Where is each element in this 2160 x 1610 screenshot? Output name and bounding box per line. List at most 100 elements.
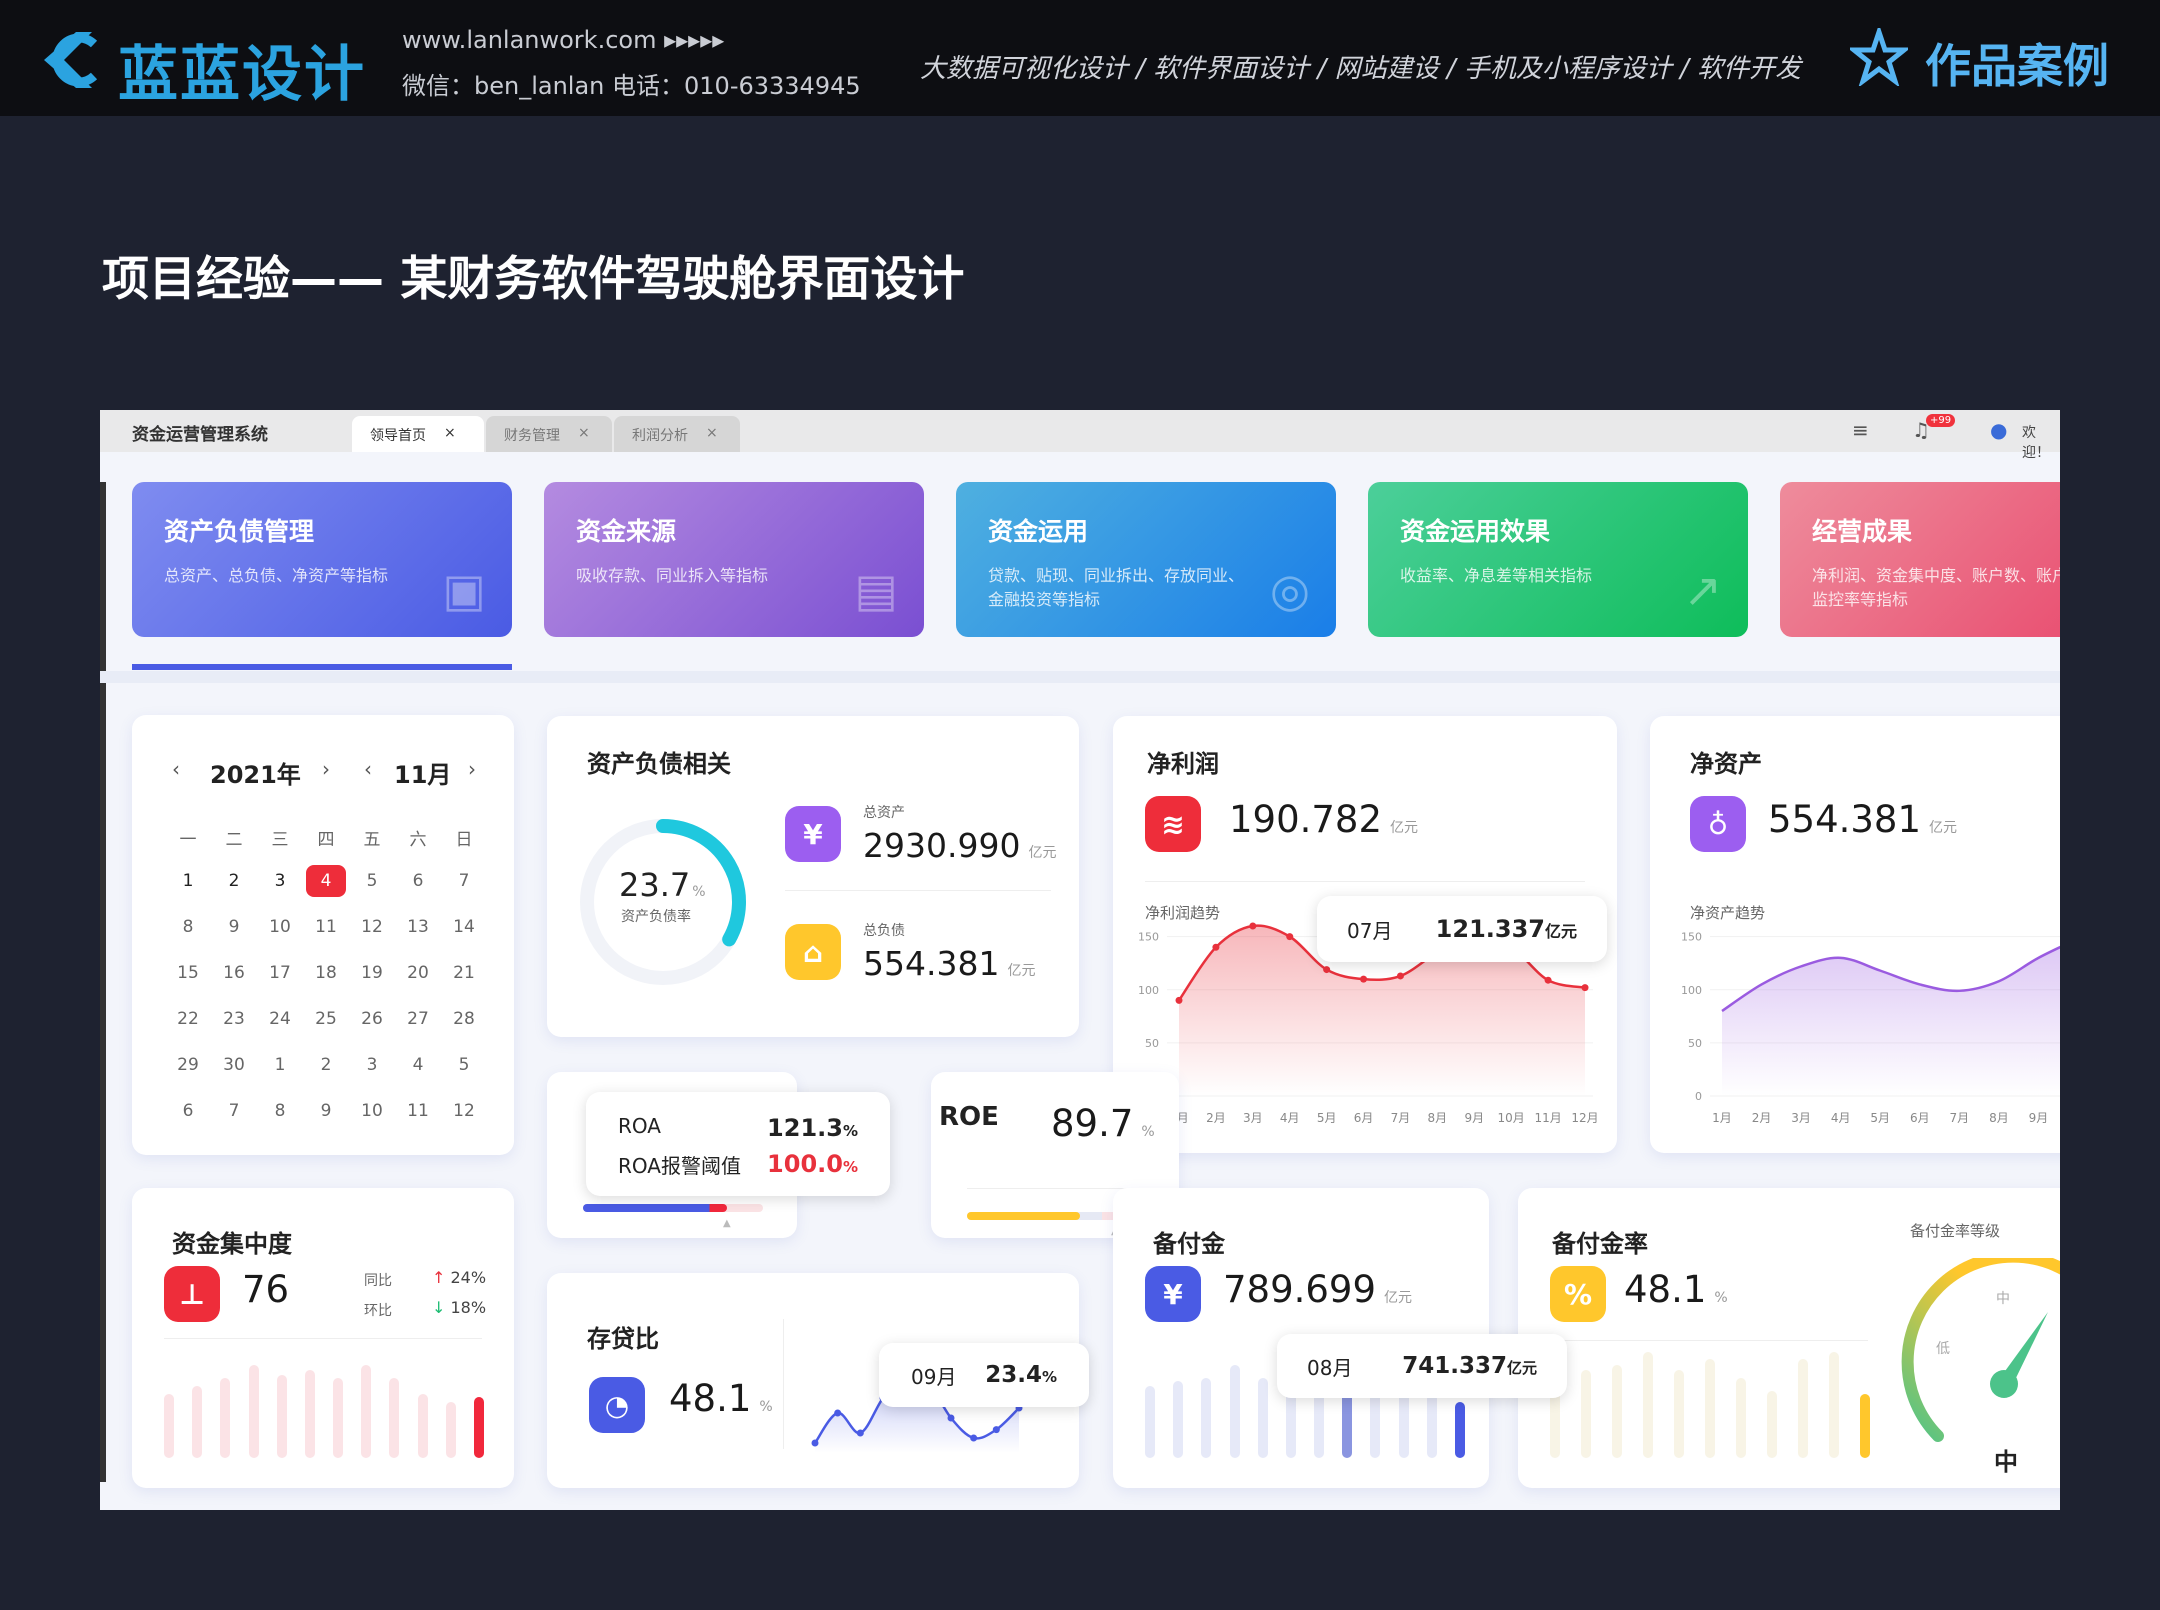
bar[interactable] bbox=[1705, 1358, 1715, 1458]
site-url[interactable]: www.lanlanwork.com ▸▸▸▸▸ bbox=[402, 26, 725, 54]
bar[interactable] bbox=[389, 1378, 400, 1458]
bar[interactable] bbox=[1767, 1390, 1777, 1458]
bar[interactable] bbox=[1285, 1370, 1296, 1458]
calendar-day[interactable]: 16 bbox=[223, 963, 245, 983]
calendar-day[interactable]: 20 bbox=[407, 963, 429, 983]
bar[interactable] bbox=[1342, 1386, 1353, 1458]
bar[interactable] bbox=[1455, 1402, 1465, 1458]
calendar-day[interactable]: 6 bbox=[182, 1101, 194, 1121]
calendar-day[interactable]: 25 bbox=[315, 1009, 337, 1029]
bar[interactable] bbox=[1370, 1374, 1381, 1458]
calendar-day[interactable]: 12 bbox=[453, 1101, 475, 1121]
calendar-day[interactable]: 9 bbox=[228, 917, 240, 937]
module-card[interactable]: 资金运用 贷款、贴现、同业拆出、存放同业、金融投资等指标 ◎ bbox=[956, 482, 1336, 637]
calendar-day[interactable]: 11 bbox=[407, 1101, 429, 1121]
calendar-day[interactable]: 6 bbox=[412, 871, 424, 891]
module-card[interactable]: 资产负债管理 总资产、总负债、净资产等指标 ▣ bbox=[132, 482, 512, 637]
calendar-day[interactable]: 2 bbox=[228, 871, 240, 891]
bar[interactable] bbox=[276, 1374, 287, 1458]
down-arrow-icon: ↓ bbox=[432, 1298, 451, 1317]
calendar-day[interactable]: 30 bbox=[223, 1055, 245, 1075]
bar[interactable] bbox=[1229, 1365, 1240, 1458]
prev-year-button[interactable]: ‹ bbox=[172, 757, 180, 781]
bar[interactable] bbox=[192, 1386, 203, 1458]
bar[interactable] bbox=[445, 1402, 456, 1458]
close-icon[interactable]: × bbox=[444, 425, 456, 441]
bar[interactable] bbox=[1201, 1378, 1212, 1458]
calendar-day[interactable]: 11 bbox=[315, 917, 337, 937]
calendar-day[interactable]: 3 bbox=[366, 1055, 378, 1075]
bar[interactable] bbox=[1674, 1370, 1684, 1458]
calendar-day[interactable]: 24 bbox=[269, 1009, 291, 1029]
calendar-day[interactable]: 18 bbox=[315, 963, 337, 983]
calendar-day[interactable]: 27 bbox=[407, 1009, 429, 1029]
calendar-day[interactable]: 19 bbox=[361, 963, 383, 983]
calendar-day[interactable]: 22 bbox=[177, 1009, 199, 1029]
calendar-day[interactable]: 1 bbox=[182, 871, 194, 891]
calendar-day[interactable]: 15 bbox=[177, 963, 199, 983]
calendar-day[interactable]: 21 bbox=[453, 963, 475, 983]
bar[interactable] bbox=[1426, 1394, 1437, 1458]
next-year-button[interactable]: › bbox=[322, 757, 330, 781]
calendar-day[interactable]: 7 bbox=[458, 871, 470, 891]
bar[interactable] bbox=[1173, 1381, 1184, 1458]
next-month-button[interactable]: › bbox=[468, 757, 476, 781]
weekday-label: 日 bbox=[455, 830, 473, 850]
bar[interactable] bbox=[304, 1370, 315, 1458]
bar[interactable] bbox=[1550, 1381, 1560, 1458]
calendar-day[interactable]: 7 bbox=[228, 1101, 240, 1121]
bar[interactable] bbox=[474, 1397, 484, 1458]
tab-finance[interactable]: 财务管理 × bbox=[486, 416, 612, 452]
calendar-day[interactable]: 4 bbox=[412, 1055, 424, 1075]
bar[interactable] bbox=[1643, 1352, 1653, 1458]
calendar-day[interactable]: 1 bbox=[274, 1055, 286, 1075]
avatar[interactable]: ● bbox=[1990, 418, 2008, 442]
calendar-day[interactable]: 8 bbox=[182, 917, 194, 937]
module-card[interactable]: 资金运用效果 收益率、净息差等相关指标 ↗ bbox=[1368, 482, 1748, 637]
calendar-day[interactable]: 5 bbox=[366, 871, 378, 891]
bar[interactable] bbox=[1257, 1378, 1268, 1458]
calendar-day[interactable]: 8 bbox=[274, 1101, 286, 1121]
prev-month-button[interactable]: ‹ bbox=[364, 757, 372, 781]
calendar-day[interactable]: 13 bbox=[407, 917, 429, 937]
calendar-day[interactable]: 28 bbox=[453, 1009, 475, 1029]
bar[interactable] bbox=[248, 1365, 259, 1458]
tab-profit[interactable]: 利润分析 × bbox=[614, 416, 740, 452]
calendar-day[interactable]: 3 bbox=[274, 871, 286, 891]
calendar-day[interactable]: 12 bbox=[361, 917, 383, 937]
close-icon[interactable]: × bbox=[578, 425, 590, 441]
calendar-day[interactable]: 5 bbox=[458, 1055, 470, 1075]
bar[interactable] bbox=[1736, 1378, 1746, 1458]
calendar-day[interactable]: 17 bbox=[269, 963, 291, 983]
calendar-day[interactable]: 26 bbox=[361, 1009, 383, 1029]
bell-icon[interactable]: ♫ bbox=[1912, 418, 1930, 442]
bar[interactable] bbox=[1612, 1365, 1622, 1458]
bar[interactable] bbox=[220, 1378, 231, 1458]
bar[interactable] bbox=[1798, 1358, 1808, 1458]
bar[interactable] bbox=[1860, 1394, 1870, 1458]
calendar-day[interactable]: 23 bbox=[223, 1009, 245, 1029]
module-desc: 总资产、总负债、净资产等指标 bbox=[164, 566, 389, 585]
reserve-rate-card: 备付金率 % 48.1% 备付金率等级 低 中 中 bbox=[1518, 1188, 2060, 1488]
bar[interactable] bbox=[361, 1365, 372, 1458]
menu-icon[interactable]: ≡ bbox=[1852, 418, 1869, 442]
tab-home[interactable]: 领导首页 × bbox=[352, 416, 484, 452]
bar[interactable] bbox=[164, 1394, 174, 1458]
calendar-day[interactable]: 14 bbox=[453, 917, 475, 937]
close-icon[interactable]: × bbox=[706, 425, 718, 441]
bar[interactable] bbox=[417, 1394, 428, 1458]
bar[interactable] bbox=[1581, 1370, 1591, 1458]
bar[interactable] bbox=[1314, 1381, 1325, 1458]
bar[interactable] bbox=[1829, 1352, 1839, 1458]
calendar-day[interactable]: 10 bbox=[361, 1101, 383, 1121]
calendar-day[interactable]: 10 bbox=[269, 917, 291, 937]
module-card[interactable]: 资金来源 吸收存款、同业拆入等指标 ▤ bbox=[544, 482, 924, 637]
calendar-day[interactable]: 9 bbox=[320, 1101, 332, 1121]
bar[interactable] bbox=[1398, 1378, 1409, 1458]
calendar-day[interactable]: 4 bbox=[306, 865, 346, 897]
calendar-day[interactable]: 29 bbox=[177, 1055, 199, 1075]
bar[interactable] bbox=[333, 1378, 344, 1458]
calendar-day[interactable]: 2 bbox=[320, 1055, 332, 1075]
bar[interactable] bbox=[1145, 1386, 1155, 1458]
